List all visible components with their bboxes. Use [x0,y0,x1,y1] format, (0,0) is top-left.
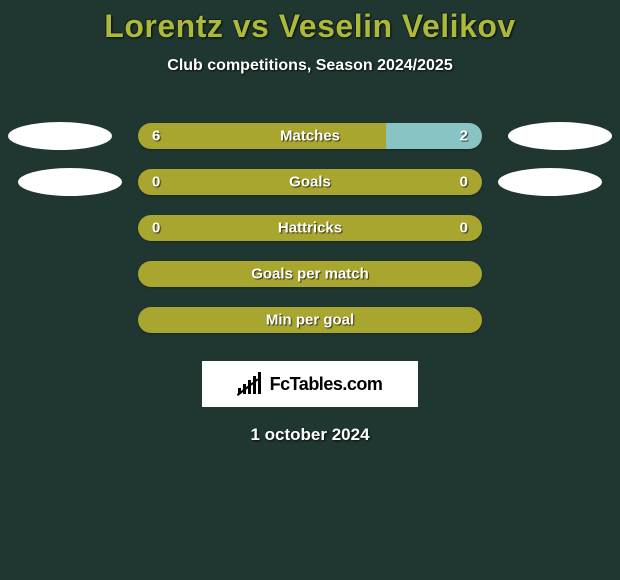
value-a: 0 [152,220,160,237]
value-a: 6 [152,128,160,145]
stat-row: 6 2 Matches [0,113,620,159]
stat-row: Goals per match [0,251,620,297]
stat-bar: Goals per match [138,261,482,287]
subtitle: Club competitions, Season 2024/2025 [0,57,620,75]
metric-label: Goals [289,174,331,191]
logo-chart-icon [238,372,264,396]
comparison-rows: 6 2 Matches 0 0 Goals 0 0 Hattricks Goals per mat… [0,113,620,343]
player-a-oval [8,122,112,150]
player-b-oval [508,122,612,150]
logo-bar [258,372,261,394]
player-a-oval [18,168,122,196]
logo: FcTables.com [238,372,383,396]
stat-bar: 0 0 Hattricks [138,215,482,241]
logo-text: FcTables.com [270,374,383,395]
metric-label: Hattricks [278,220,342,237]
player-b-oval [498,168,602,196]
page-title: Lorentz vs Veselin Velikov [0,0,620,45]
bar-segment-a [138,123,386,149]
date-label: 1 october 2024 [0,425,620,445]
metric-label: Min per goal [266,312,354,329]
stat-bar: Min per goal [138,307,482,333]
value-b: 0 [460,220,468,237]
stat-row: 0 0 Hattricks [0,205,620,251]
stat-bar: 6 2 Matches [138,123,482,149]
value-b: 0 [460,174,468,191]
value-b: 2 [460,128,468,145]
metric-label: Matches [280,128,340,145]
stat-bar: 0 0 Goals [138,169,482,195]
metric-label: Goals per match [251,266,369,283]
logo-box: FcTables.com [202,361,418,407]
stat-row: 0 0 Goals [0,159,620,205]
value-a: 0 [152,174,160,191]
stat-row: Min per goal [0,297,620,343]
